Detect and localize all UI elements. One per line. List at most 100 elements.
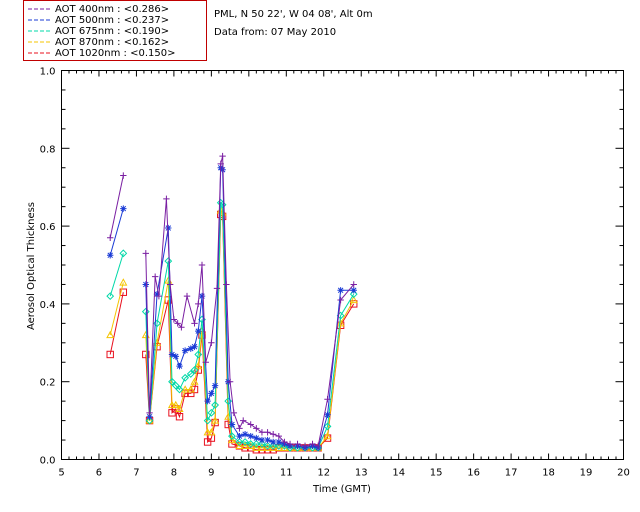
data-point (349, 290, 358, 299)
data-point (120, 205, 127, 212)
data-point (246, 440, 255, 448)
chart-title: PML, N 50 22', W 04 08', Alt 0m (214, 9, 373, 20)
data-point (274, 441, 283, 450)
data-point (219, 152, 226, 160)
data-point (142, 350, 150, 359)
data-point (146, 413, 153, 420)
data-point (170, 316, 178, 323)
data-point (107, 252, 114, 259)
data-point (241, 438, 249, 446)
data-point (142, 281, 149, 288)
data-point (227, 435, 237, 444)
data-point (226, 378, 234, 385)
x-tick-label: 20 (617, 468, 630, 479)
data-point (208, 339, 215, 346)
series-2 (107, 164, 357, 452)
legend-entry-4: AOT 870nm : <0.162> (28, 37, 169, 48)
x-axis-label: Time (GMT) (312, 484, 371, 495)
data-point (176, 362, 183, 370)
x-tick-label: 11 (280, 468, 293, 479)
data-point (175, 385, 184, 394)
data-point (323, 431, 332, 440)
x-tick-label: 15 (430, 468, 443, 479)
data-point (166, 281, 174, 288)
legend-label-4: AOT 870nm : <0.162> (55, 37, 169, 48)
x-tick-label: 6 (96, 468, 102, 479)
x-tick-label: 9 (208, 468, 214, 479)
data-point (301, 442, 309, 450)
data-point (269, 438, 277, 446)
data-point (217, 160, 224, 168)
data-point (218, 200, 227, 209)
data-point (223, 281, 230, 288)
data-point (275, 438, 283, 446)
data-point (241, 441, 250, 449)
series-1 (107, 152, 357, 450)
data-point (168, 409, 176, 417)
data-point (106, 292, 115, 301)
chart-subtitle: Data from: 07 May 2010 (214, 27, 336, 38)
data-point (142, 250, 149, 257)
data-point (281, 438, 288, 446)
data-point (211, 401, 220, 409)
data-point (191, 343, 198, 350)
data-point (236, 425, 243, 432)
data-point (119, 278, 128, 286)
legend-label-3: AOT 675nm : <0.190> (55, 26, 169, 37)
data-point (198, 261, 206, 269)
data-point (294, 440, 301, 448)
y-tick-label: 0.0 (40, 456, 56, 467)
series-4 (106, 206, 358, 451)
data-point (195, 327, 202, 335)
data-point (186, 370, 195, 378)
data-point (183, 292, 191, 300)
x-tick-label: 19 (580, 468, 593, 479)
y-axis-label: Aerosol Optical Thickness (26, 202, 37, 330)
y-tick-label: 0.4 (40, 300, 56, 311)
data-point (324, 411, 331, 418)
data-point (145, 416, 154, 425)
data-point (119, 249, 128, 258)
legend-entry-2: AOT 500nm : <0.237> (28, 15, 169, 26)
data-point (337, 296, 344, 304)
legend-entry-5: AOT 1020nm : <0.150> (28, 48, 175, 59)
data-point (211, 416, 220, 424)
data-point (286, 443, 294, 452)
x-tick-label: 10 (242, 468, 255, 479)
data-point (171, 381, 180, 390)
data-point (336, 319, 345, 327)
data-point (286, 440, 294, 448)
data-point (120, 172, 127, 179)
y-tick-label: 0.2 (40, 378, 56, 389)
x-tick-label: 5 (58, 468, 64, 479)
data-point (141, 307, 150, 316)
series-layer (106, 152, 358, 454)
data-point (204, 397, 211, 405)
x-tick-label: 8 (171, 468, 177, 479)
axes: 5 6 7 8 9 10 11 12 13 14 15 16 17 18 19 20 0.0 0.2 0.4 0.6 0… (40, 67, 630, 479)
x-tick-label: 16 (467, 468, 480, 479)
x-tick-label: 18 (542, 468, 555, 479)
data-point (235, 441, 244, 449)
data-point (175, 404, 184, 412)
data-point (153, 290, 161, 298)
y-tick-label: 0.6 (40, 222, 56, 233)
data-point (106, 330, 115, 339)
data-point (269, 441, 278, 450)
data-point (208, 390, 215, 397)
data-point (253, 434, 260, 442)
data-point (324, 396, 331, 403)
x-tick-label: 13 (355, 468, 368, 479)
data-point (314, 442, 322, 450)
data-point (207, 408, 216, 417)
data-point (275, 432, 283, 440)
legend-entry-3: AOT 675nm : <0.190> (28, 26, 169, 37)
data-point (247, 432, 254, 440)
x-tick-label: 7 (133, 468, 139, 479)
series-line (109, 282, 124, 336)
data-point (252, 440, 261, 448)
series-line (145, 155, 355, 447)
data-point (168, 377, 176, 386)
x-tick-label: 14 (392, 468, 405, 479)
